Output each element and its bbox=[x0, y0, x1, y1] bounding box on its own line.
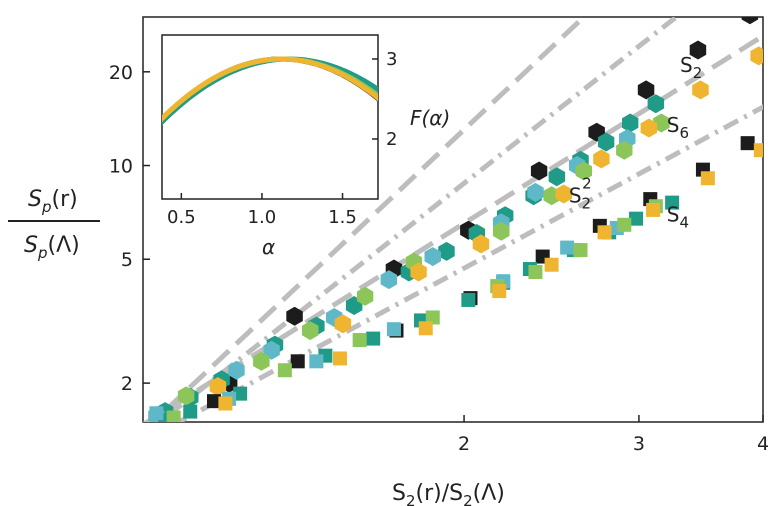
marker-s4-gold-6 bbox=[646, 202, 661, 217]
marker-s6-lime-7 bbox=[575, 161, 592, 181]
marker-s4-cyan-2 bbox=[309, 354, 324, 369]
marker-s6-black-6 bbox=[637, 80, 655, 100]
reference-line-1 bbox=[143, 32, 763, 422]
marker-s6-cyan-4 bbox=[380, 270, 398, 290]
reference-lines bbox=[143, 17, 763, 422]
marker-s6-gold-7 bbox=[692, 80, 709, 100]
marker-s4-black-1 bbox=[290, 354, 305, 369]
x-axis-label: S2(r)/S2(Λ) bbox=[392, 481, 505, 506]
inset-y-tick-label-2: 2 bbox=[386, 129, 397, 150]
marker-s6-lime-0 bbox=[177, 386, 195, 406]
marker-s6-lime-5 bbox=[493, 221, 510, 241]
marker-s4-lime-2 bbox=[352, 333, 367, 348]
marker-s6-black-8 bbox=[741, 17, 759, 25]
marker-s4-teal-4 bbox=[366, 331, 381, 346]
marker-s6-lime-8 bbox=[616, 140, 633, 160]
marker-s6-teal-13 bbox=[597, 132, 615, 152]
annotation-S2-3: S23 bbox=[680, 44, 703, 82]
marker-s4-gold-2 bbox=[418, 321, 433, 336]
inset-curve-gold bbox=[162, 56, 378, 123]
marker-s4-cyan-3 bbox=[386, 322, 401, 337]
marker-s6-gold-2 bbox=[410, 262, 427, 282]
marker-s6-gold-3 bbox=[472, 234, 490, 254]
marker-s6-lime-3 bbox=[356, 286, 374, 306]
marker-s6-cyan-5 bbox=[424, 247, 441, 267]
marker-s4-lime-3 bbox=[425, 310, 440, 325]
marker-s4-lime-7 bbox=[617, 217, 632, 232]
marker-s6-gold-5 bbox=[593, 149, 610, 169]
marker-s6-teal-11 bbox=[548, 167, 566, 187]
curve-annotations: S23 S22 S6 S4 bbox=[569, 44, 703, 232]
marker-s6-gold-8 bbox=[750, 46, 763, 66]
y-axis-label-numerator: Sp(r) bbox=[28, 187, 78, 216]
marker-s4-teal-12 bbox=[665, 195, 680, 210]
y-tick-label-20: 20 bbox=[109, 62, 133, 84]
inset-y-axis-label: F(α) bbox=[410, 106, 450, 130]
marker-s6-lime-2 bbox=[302, 321, 319, 341]
y-tick-label-10: 10 bbox=[109, 156, 133, 178]
annotation-S2-2: S22 bbox=[569, 175, 592, 213]
marker-s6-black-4 bbox=[530, 161, 548, 181]
plot-frame bbox=[142, 16, 764, 423]
marker-s6-cyan-7 bbox=[527, 182, 544, 202]
marker-s4-black-8 bbox=[740, 136, 755, 151]
marker-s6-gold-4 bbox=[555, 184, 572, 204]
reference-line-3 bbox=[173, 104, 763, 422]
marker-s4-cyan-5 bbox=[560, 240, 575, 255]
y-axis-label-denominator: Sp(Λ) bbox=[24, 233, 80, 262]
marker-s4-teal-11 bbox=[629, 211, 644, 226]
marker-s6-lime-9 bbox=[653, 113, 670, 133]
marker-s6-lime-1 bbox=[253, 351, 270, 371]
inset-x-axis-label: α bbox=[262, 235, 275, 259]
annotation-S6: S6 bbox=[667, 113, 689, 142]
marker-s4-gold-5 bbox=[597, 225, 612, 240]
marker-s6-black-1 bbox=[286, 306, 303, 326]
marker-s4-teal-1 bbox=[183, 404, 198, 419]
marker-s4-lime-1 bbox=[277, 363, 292, 378]
marker-s4-teal-2 bbox=[233, 386, 248, 401]
inset-y-tick-label-3: 3 bbox=[386, 49, 397, 70]
marker-s6-gold-0 bbox=[209, 377, 227, 396]
annotation-S4: S4 bbox=[667, 203, 689, 232]
marker-s6-teal-14 bbox=[622, 113, 639, 133]
reference-line-0 bbox=[149, 17, 588, 422]
marker-s6-cyan-2 bbox=[263, 340, 280, 360]
marker-s4-gold-0 bbox=[218, 396, 233, 411]
marker-s4-gold-4 bbox=[544, 257, 559, 272]
marker-s6-teal-15 bbox=[647, 94, 665, 114]
marker-s4-gold-7 bbox=[700, 171, 715, 186]
inset-curves bbox=[162, 56, 378, 126]
marker-s6-gold-6 bbox=[640, 118, 658, 138]
inset-ticks: 0.5 1.0 1.5 2 3 bbox=[167, 49, 397, 228]
inset-x-tick-label-0.5: 0.5 bbox=[167, 207, 196, 228]
marker-s4-teal-0 bbox=[158, 413, 173, 422]
marker-s4-cyan-0 bbox=[149, 406, 164, 421]
data-markers bbox=[148, 17, 763, 422]
marker-s6-teal-7 bbox=[438, 241, 455, 261]
marker-s4-gold-8 bbox=[753, 143, 763, 158]
x-tick-label-3: 3 bbox=[633, 433, 645, 455]
marker-s4-lime-5 bbox=[528, 264, 543, 279]
marker-s6-cyan-1 bbox=[228, 360, 245, 380]
marker-s4-teal-6 bbox=[461, 292, 476, 307]
marker-s4-lime-0 bbox=[166, 410, 181, 422]
marker-s6-black-7 bbox=[689, 40, 707, 60]
x-tick-label-2: 2 bbox=[458, 433, 470, 455]
y-tick-label-5: 5 bbox=[121, 249, 133, 271]
main-ticks: 2 3 4 2 5 10 20 bbox=[109, 62, 769, 455]
marker-s4-black-0 bbox=[206, 394, 221, 409]
marker-s4-gold-1 bbox=[332, 351, 347, 366]
x-tick-label-4: 4 bbox=[757, 433, 769, 455]
marker-s4-lime-6 bbox=[573, 243, 588, 258]
marker-s4-gold-3 bbox=[492, 284, 507, 299]
marker-s6-gold-1 bbox=[334, 314, 352, 334]
reference-line-2 bbox=[155, 17, 681, 422]
inset-x-tick-label-1.0: 1.0 bbox=[248, 207, 277, 228]
y-tick-label-2: 2 bbox=[121, 373, 133, 395]
inset-x-tick-label-1.5: 1.5 bbox=[328, 207, 357, 228]
y-axis-fraction-bar bbox=[8, 220, 100, 222]
